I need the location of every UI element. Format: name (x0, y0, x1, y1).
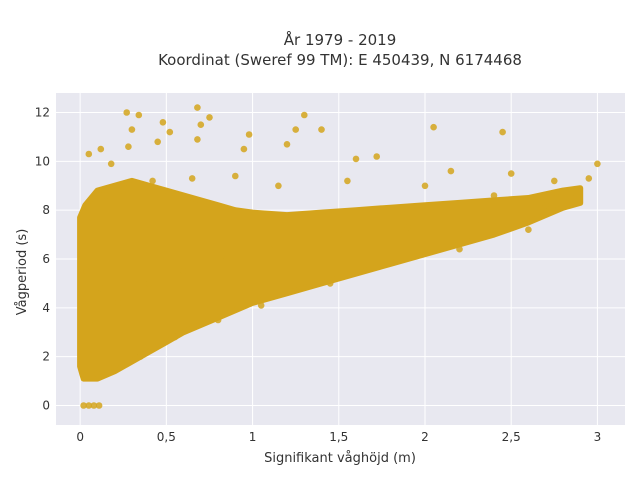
scatter-cloud (77, 177, 584, 382)
scatter-point (149, 177, 156, 185)
scatter-point (223, 255, 230, 263)
scatter-point (125, 143, 132, 150)
x-tick-label: 0,5 (157, 430, 176, 444)
y-tick-label: 10 (35, 154, 50, 168)
x-tick-label: 2,5 (502, 430, 521, 444)
scatter-point (94, 370, 101, 378)
scatter-point (123, 109, 130, 116)
scatter-point (85, 350, 93, 358)
scatter-point (507, 170, 515, 177)
y-tick-label: 2 (42, 350, 50, 364)
y-tick-label: 6 (42, 252, 50, 266)
scatter-point (430, 123, 437, 131)
y-axis-ticks: 0 2 4 6 8 10 12 (35, 106, 50, 413)
scatter-point (83, 267, 91, 275)
x-tick-label: 1,5 (329, 430, 348, 444)
y-tick-label: 0 (42, 398, 50, 412)
scatter-point (447, 167, 455, 175)
scatter-point (551, 177, 558, 185)
scatter-point (95, 402, 103, 409)
scatter-point (171, 333, 179, 341)
scatter-point (90, 402, 98, 409)
scatter-point (456, 245, 463, 253)
scatter-point (594, 160, 601, 168)
chart-title: År 1979 - 2019 (284, 30, 397, 49)
scatter-point (180, 267, 187, 275)
scatter-point (387, 258, 394, 265)
y-tick-label: 8 (42, 203, 50, 217)
scatter-point (275, 182, 282, 190)
scatter-point (335, 231, 343, 238)
scatter-point (194, 136, 201, 143)
scatter-point (97, 285, 105, 292)
scatter-point (525, 226, 532, 233)
x-tick-label: 2 (421, 430, 429, 444)
scatter-point (585, 175, 593, 182)
x-axis-ticks: 0 0,5 1 1,5 2 2,5 3 (76, 430, 601, 444)
scatter-point (194, 104, 201, 111)
x-tick-label: 1 (249, 430, 257, 444)
scatter-point (88, 214, 96, 221)
scatter-point (301, 111, 308, 119)
scatter-point (283, 141, 291, 148)
scatter-point (473, 216, 481, 224)
scatter-point (111, 363, 118, 370)
y-axis-label: Vågperiod (s) (15, 229, 30, 316)
scatter-point (85, 402, 93, 409)
scatter-point (82, 372, 89, 380)
scatter-point (188, 175, 196, 182)
y-tick-label: 4 (42, 301, 50, 315)
scatter-point (197, 121, 205, 128)
scatter-point (145, 280, 153, 287)
scatter-point (499, 128, 506, 136)
scatter-point (159, 119, 167, 126)
scatter-point (240, 145, 248, 153)
y-tick-label: 12 (35, 106, 50, 120)
scatter-point (107, 160, 115, 168)
chart-subtitle: Koordinat (Sweref 99 TM): E 450439, N 61… (158, 51, 522, 69)
scatter-point (326, 280, 334, 287)
scatter-point (119, 187, 127, 194)
scatter-point (214, 316, 222, 324)
scatter-point (85, 150, 93, 158)
scatter-point (154, 138, 161, 146)
scatter-point (490, 192, 498, 199)
scatter-point (542, 202, 549, 209)
scatter-point (257, 302, 265, 309)
scatter-points (80, 104, 601, 409)
scatter-point (206, 114, 213, 121)
scatter-point (292, 126, 300, 133)
scatter-point (166, 128, 174, 136)
x-tick-label: 0 (76, 430, 84, 444)
scatter-point (404, 224, 412, 231)
scatter-point (245, 131, 253, 138)
x-tick-label: 3 (594, 430, 602, 444)
scatter-point (87, 316, 94, 324)
scatter-density-region (77, 177, 584, 382)
scatter-point (97, 145, 105, 153)
scatter-point (568, 194, 575, 202)
scatter-point (137, 353, 144, 360)
x-axis-label: Signifikant våghöjd (m) (264, 451, 416, 466)
scatter-point (266, 245, 274, 253)
scatter-point (232, 172, 239, 180)
scatter-point (80, 402, 87, 409)
scatter-point (318, 126, 325, 133)
scatter-point (373, 153, 381, 160)
scatter-point (114, 299, 122, 307)
scatter-point (352, 155, 360, 163)
scatter-point (128, 126, 136, 133)
scatter-point (344, 177, 351, 185)
scatter-point (135, 111, 143, 119)
scatter-point (102, 192, 110, 199)
scatter-point (421, 182, 429, 190)
